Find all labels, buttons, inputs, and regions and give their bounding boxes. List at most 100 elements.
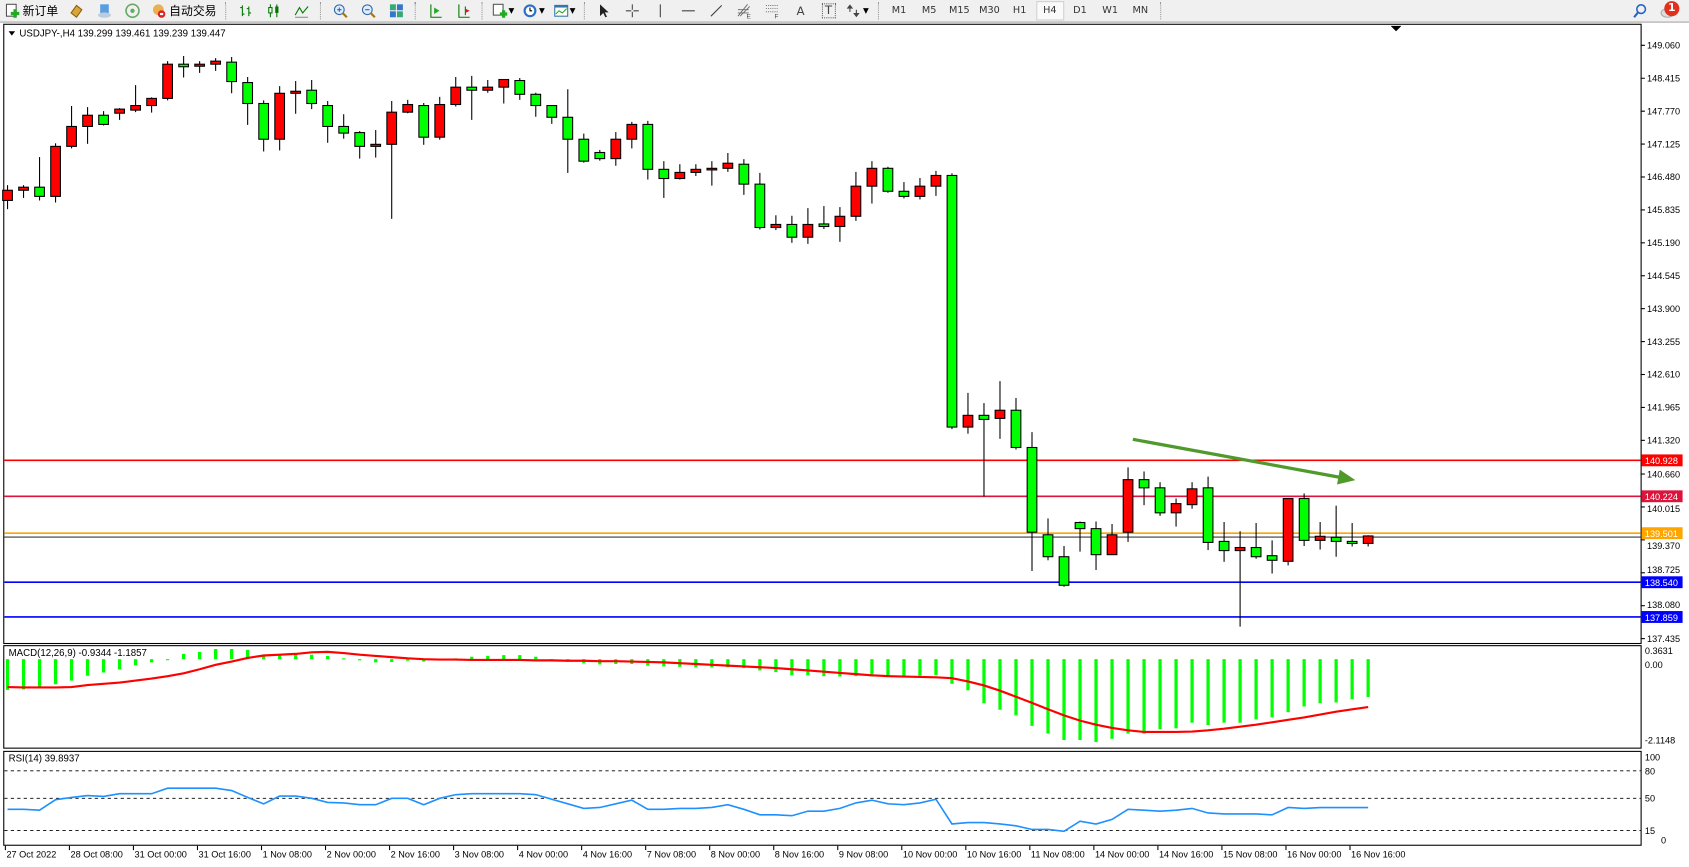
macd-histogram-bar [966, 659, 970, 691]
price-tick-label: 141.320 [1647, 436, 1680, 446]
chart-shift-marker-icon[interactable] [1390, 25, 1402, 32]
timeframe-w1[interactable]: W1 [1102, 5, 1118, 17]
text-label-tool[interactable]: T [816, 1, 842, 20]
macd-histogram-bar [214, 649, 218, 660]
gold-bar-icon [69, 3, 84, 19]
arrows-tool[interactable]: ▼ [844, 1, 872, 20]
time-tick-label: 3 Nov 08:00 [455, 850, 504, 860]
candle-body [434, 103, 446, 138]
timeframe-h1[interactable]: H1 [1012, 5, 1027, 17]
candle-body [930, 174, 942, 187]
macd-histogram-bar [502, 655, 506, 660]
macd-histogram-bar [1254, 659, 1258, 720]
candle [274, 86, 286, 151]
price-level-label: 140.928 [1645, 456, 1678, 466]
macd-histogram-bar [101, 659, 106, 673]
cursor-tool[interactable] [592, 1, 618, 20]
candle-body [1330, 536, 1342, 542]
candle-body [562, 116, 574, 140]
candle-body [34, 186, 45, 197]
search-button[interactable] [1627, 1, 1653, 20]
svg-text:F: F [775, 13, 779, 18]
macd-histogram-bar [806, 659, 810, 676]
macd-histogram-bar [710, 659, 714, 668]
chart-shift-button[interactable] [450, 1, 476, 20]
macd-histogram-bar [374, 659, 378, 663]
candle [834, 207, 846, 242]
candlestick-icon [266, 3, 281, 18]
macd-histogram-bar [534, 656, 538, 660]
macd-label: MACD(12,26,9) -0.9344 -1.1857 [9, 648, 147, 659]
trend-arrow-line[interactable] [1132, 437, 1341, 479]
timeframe-m30[interactable]: M30 [979, 5, 1000, 17]
market-watch-button[interactable] [64, 1, 90, 20]
vertical-line-tool[interactable] [648, 1, 674, 20]
trendline-tool[interactable] [704, 1, 730, 20]
chart-shift-icon [456, 3, 471, 18]
candle [802, 208, 814, 244]
macd-histogram-bar [53, 659, 58, 685]
candle-body [754, 183, 766, 229]
fibo-retracement-tool[interactable]: F [760, 1, 786, 20]
timeframe-h4[interactable]: H4 [1035, 1, 1064, 21]
symbol-menu-triangle-icon[interactable] [8, 31, 16, 36]
candle [418, 102, 430, 145]
time-tick-label: 4 Nov 00:00 [519, 850, 568, 860]
line-chart-button[interactable] [289, 1, 315, 20]
macd-tick-label: 0.00 [1645, 660, 1663, 670]
auto-trading-button[interactable]: 自动交易 [148, 1, 220, 20]
macd-histogram-bar [1318, 659, 1322, 704]
horizontal-line-tool[interactable] [676, 1, 702, 20]
toolbar-separator [414, 2, 417, 20]
zoom-in-icon [333, 3, 348, 19]
periods-button[interactable]: ▼ [520, 1, 548, 20]
fibo-fan-tool[interactable]: E [732, 1, 758, 20]
candle [690, 164, 702, 176]
price-tick-label: 138.725 [1647, 565, 1680, 575]
text-tool[interactable]: A [788, 1, 814, 20]
auto-scroll-button[interactable] [422, 1, 448, 20]
timeframe-m1[interactable]: M1 [891, 5, 907, 17]
candle-body [850, 185, 862, 217]
macd-histogram-bar [1222, 659, 1226, 723]
chart-canvas[interactable]: 149.060 148.415 147.770 147.125 146.480 145.8… [0, 22, 1689, 864]
timeframe-d1[interactable]: D1 [1073, 5, 1087, 17]
trendline-icon [709, 3, 724, 18]
macd-histogram-bar [294, 653, 298, 660]
timeframe-m15[interactable]: M15 [948, 5, 970, 17]
macd-histogram-bar [934, 659, 938, 676]
timeframe-mn[interactable]: MN [1132, 5, 1149, 17]
chart-window[interactable]: 149.060 148.415 147.770 147.125 146.480 145.8… [0, 22, 1689, 864]
time-tick-label: 16 Nov 00:00 [1287, 850, 1341, 860]
bar-chart-button[interactable] [233, 1, 259, 20]
trend-arrow-head-icon[interactable] [1337, 469, 1356, 485]
macd-histogram-bar [230, 649, 234, 660]
navigator-button[interactable] [92, 1, 118, 20]
crosshair-tool[interactable] [620, 1, 646, 20]
macd-histogram-bar [342, 658, 346, 660]
candle-body [290, 90, 302, 94]
templates-button[interactable]: ▼ [550, 1, 578, 20]
zoom-out-button[interactable] [355, 1, 381, 20]
candle [962, 392, 974, 434]
candle [914, 178, 926, 200]
tile-windows-button[interactable] [383, 1, 409, 20]
indicators-button[interactable]: ▼ [489, 1, 517, 20]
price-level-label: 139.501 [1645, 529, 1678, 539]
macd-histogram-bar [37, 659, 42, 687]
time-tick-label: 31 Oct 16:00 [199, 850, 251, 860]
candle-body [146, 97, 157, 107]
new-order-button[interactable]: 新订单 [1, 1, 61, 20]
signals-button[interactable] [120, 1, 146, 20]
add-indicator-icon [492, 3, 508, 18]
macd-histogram-bar [838, 659, 842, 677]
candle [322, 100, 334, 143]
candle [1090, 521, 1102, 570]
macd-histogram-bar [742, 659, 746, 669]
zoom-in-button[interactable] [327, 1, 353, 20]
timeframe-m5[interactable]: M5 [921, 5, 937, 17]
chevron-down-icon: ▼ [539, 6, 545, 16]
candlestick-button[interactable] [261, 1, 287, 20]
candle [930, 170, 942, 196]
candle-body [1202, 487, 1214, 543]
